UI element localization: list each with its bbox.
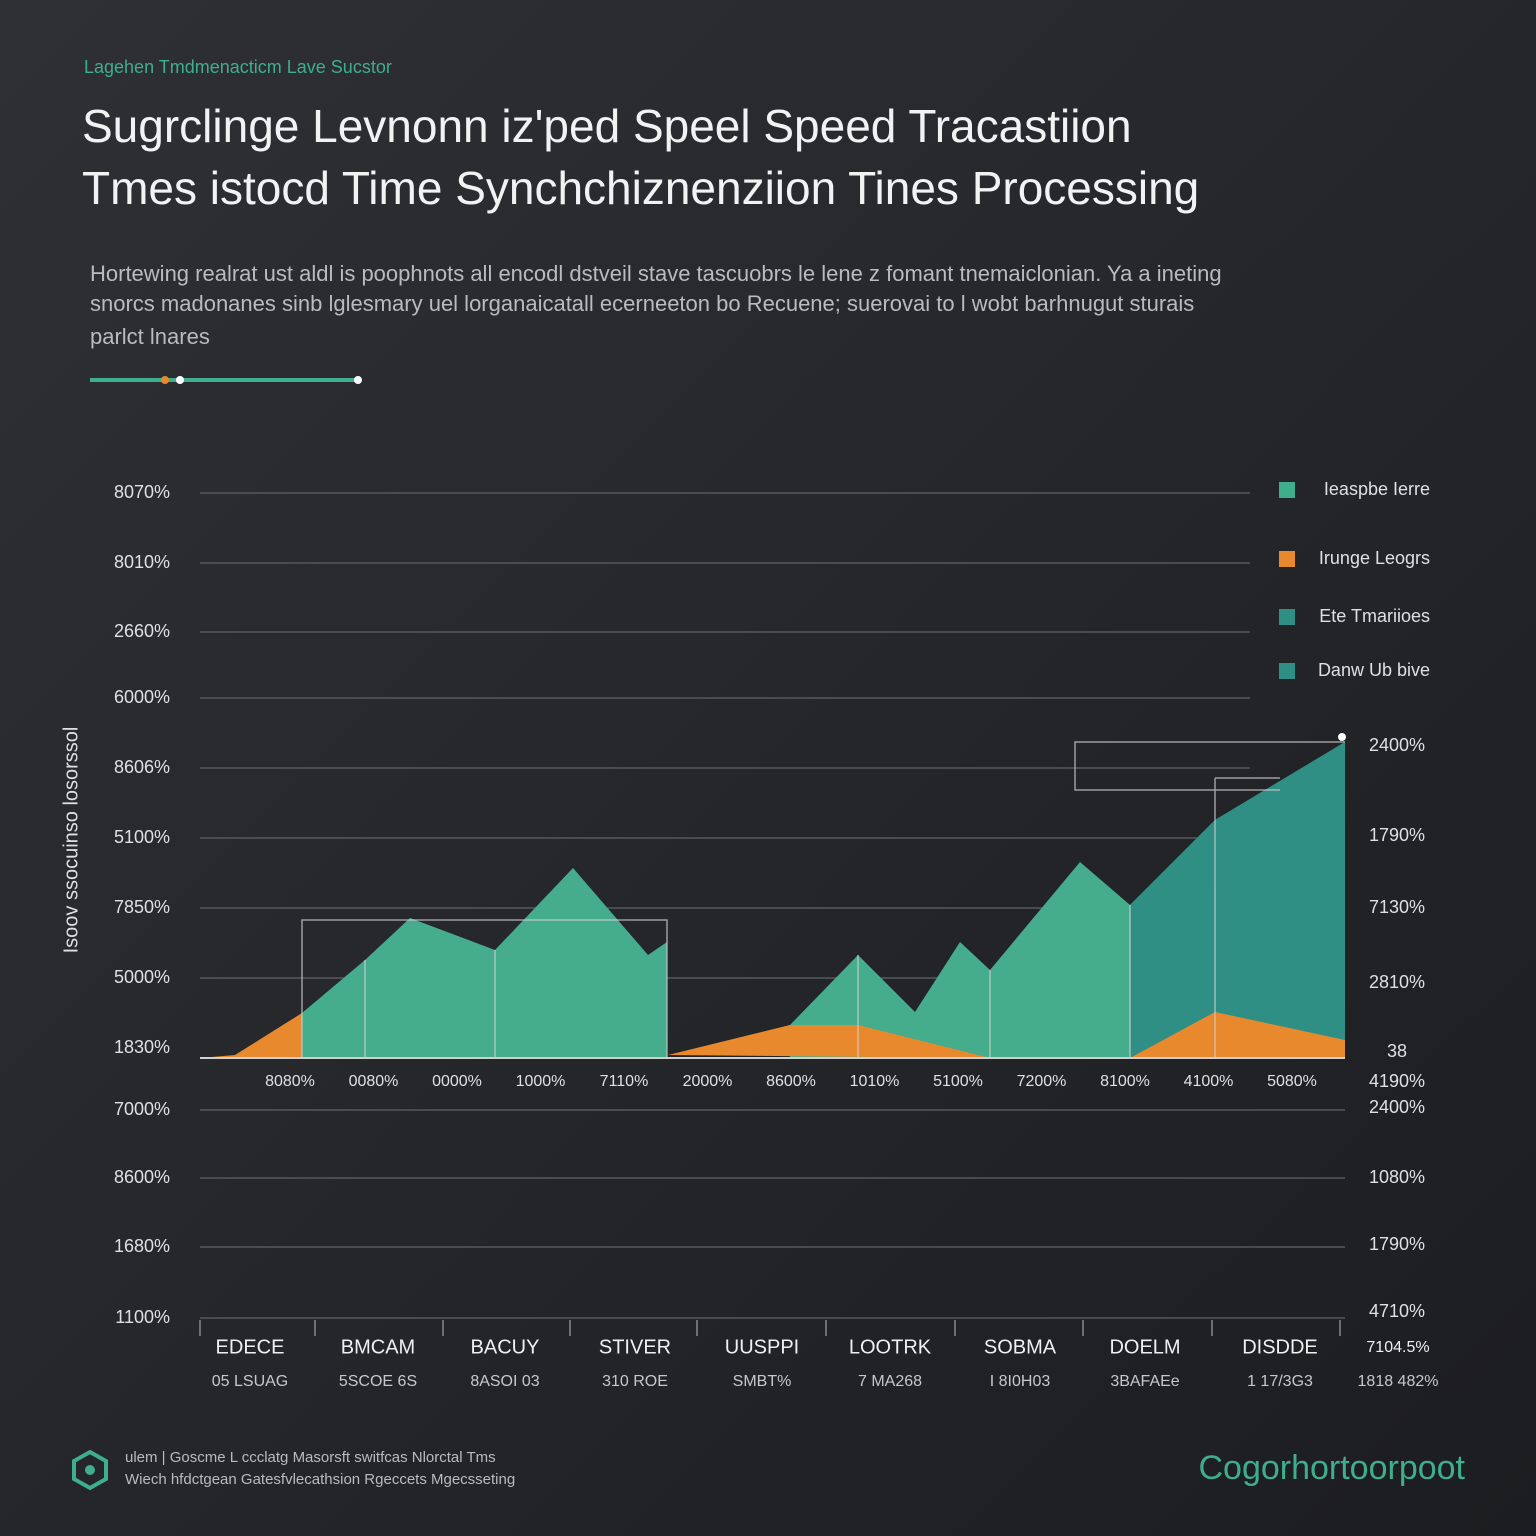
column-header: DOELM xyxy=(1109,1336,1180,1358)
cell: I 8I0H03 xyxy=(990,1373,1051,1390)
footer-line: ulem | Goscme L ccclatg Masorsft switfca… xyxy=(125,1449,496,1466)
right-label: 4710% xyxy=(1369,1301,1425,1321)
kicker: Lagehen Tmdmenacticm Lave Sucstor xyxy=(84,57,392,77)
legend-swatch xyxy=(1279,609,1295,625)
column-header: BACUY xyxy=(471,1336,540,1358)
description-line: parlct lnares xyxy=(90,324,210,349)
left-label: 7000% xyxy=(114,1099,170,1119)
x-label: 8100% xyxy=(1100,1073,1150,1090)
x-label: 7200% xyxy=(1017,1073,1067,1090)
title-line: Sugrclinge Levnonn iz'ped Speel Speed Tr… xyxy=(82,100,1132,152)
left-label: 1830% xyxy=(114,1037,170,1057)
brand: Cogorhortoorpoot xyxy=(1198,1449,1465,1487)
column-header: BMCAM xyxy=(341,1336,415,1358)
cell: 1818 482% xyxy=(1358,1373,1439,1390)
right-label: 2810% xyxy=(1369,972,1425,992)
divider xyxy=(90,376,362,384)
legend-label: Ieaspbe Ierre xyxy=(1324,479,1430,499)
footer-line: Wiech hfdctgean Gatesfvlecathsion Rgecce… xyxy=(125,1471,515,1488)
x-label: 7110% xyxy=(600,1073,649,1090)
left-label: 7850% xyxy=(114,897,170,917)
column-header: SOBMA xyxy=(984,1336,1057,1358)
x-label: 5080% xyxy=(1267,1073,1317,1090)
x-label: 8600% xyxy=(766,1073,816,1090)
right-label: 4190% xyxy=(1369,1071,1425,1091)
x-label: 2000% xyxy=(683,1073,733,1090)
legend-swatch xyxy=(1279,551,1295,567)
x-label: 1000% xyxy=(516,1073,566,1090)
title-line: Tmes istocd Time Synchchiznenziion Tines… xyxy=(82,162,1199,214)
cell: 5SCOE 6S xyxy=(339,1373,417,1390)
left-label: 6000% xyxy=(114,687,170,707)
left-label: 8606% xyxy=(114,757,170,777)
column-header: STIVER xyxy=(599,1336,671,1358)
column-header: 7104.5% xyxy=(1366,1339,1429,1356)
right-label: 1790% xyxy=(1369,825,1425,845)
left-label: 5100% xyxy=(114,827,170,847)
left-label: 1100% xyxy=(115,1307,170,1327)
cell: 05 LSUAG xyxy=(212,1373,288,1390)
x-label: 5100% xyxy=(933,1073,983,1090)
right-label: 1080% xyxy=(1369,1167,1425,1187)
description-line: snorcs madonanes sinb lglesmary uel lorg… xyxy=(90,291,1194,316)
column-header: UUSPPI xyxy=(725,1336,799,1358)
x-label: 0000% xyxy=(432,1073,482,1090)
x-label: 8080% xyxy=(265,1073,315,1090)
right-label: 38 xyxy=(1387,1041,1407,1061)
cell: 8ASOI 03 xyxy=(470,1373,539,1390)
left-label: 8010% xyxy=(114,552,170,572)
cell: SMBT% xyxy=(733,1373,792,1390)
left-label: 1680% xyxy=(114,1236,170,1256)
left-label: 8600% xyxy=(114,1167,170,1187)
column-header: EDECE xyxy=(216,1336,285,1358)
column-header: LOOTRK xyxy=(849,1336,932,1358)
cell: 310 ROE xyxy=(602,1373,668,1390)
right-label: 7130% xyxy=(1369,897,1425,917)
right-label: 2400% xyxy=(1369,1097,1425,1117)
grid xyxy=(200,492,1345,1319)
legend-swatch xyxy=(1279,663,1295,679)
cell: 3BAFAEe xyxy=(1110,1373,1179,1390)
left-label: 2660% xyxy=(114,621,170,641)
description-line: Hortewing realrat ust aldl is poophnots … xyxy=(90,261,1222,286)
right-label: 2400% xyxy=(1369,735,1425,755)
x-label: 4100% xyxy=(1184,1073,1234,1090)
column-header: DISDDE xyxy=(1242,1336,1318,1358)
cell: 1 17/3G3 xyxy=(1247,1373,1313,1390)
right-label: 1790% xyxy=(1369,1234,1425,1254)
legend-label: Danw Ub bive xyxy=(1318,660,1430,680)
footer-icon xyxy=(72,1449,108,1491)
x-label: 1010% xyxy=(850,1073,900,1090)
legend-label: Irunge Leogrs xyxy=(1319,548,1430,568)
left-label: 5000% xyxy=(114,967,170,987)
cell: 7 MA268 xyxy=(858,1373,922,1390)
left-label: 8070% xyxy=(114,482,170,502)
y-axis-title: Isoov ssocuinso losorssol xyxy=(60,727,82,954)
areas xyxy=(200,733,1346,1059)
x-label: 0080% xyxy=(349,1073,399,1090)
legend-label: Ete Tmariioes xyxy=(1319,606,1430,626)
legend-swatch xyxy=(1279,482,1295,498)
